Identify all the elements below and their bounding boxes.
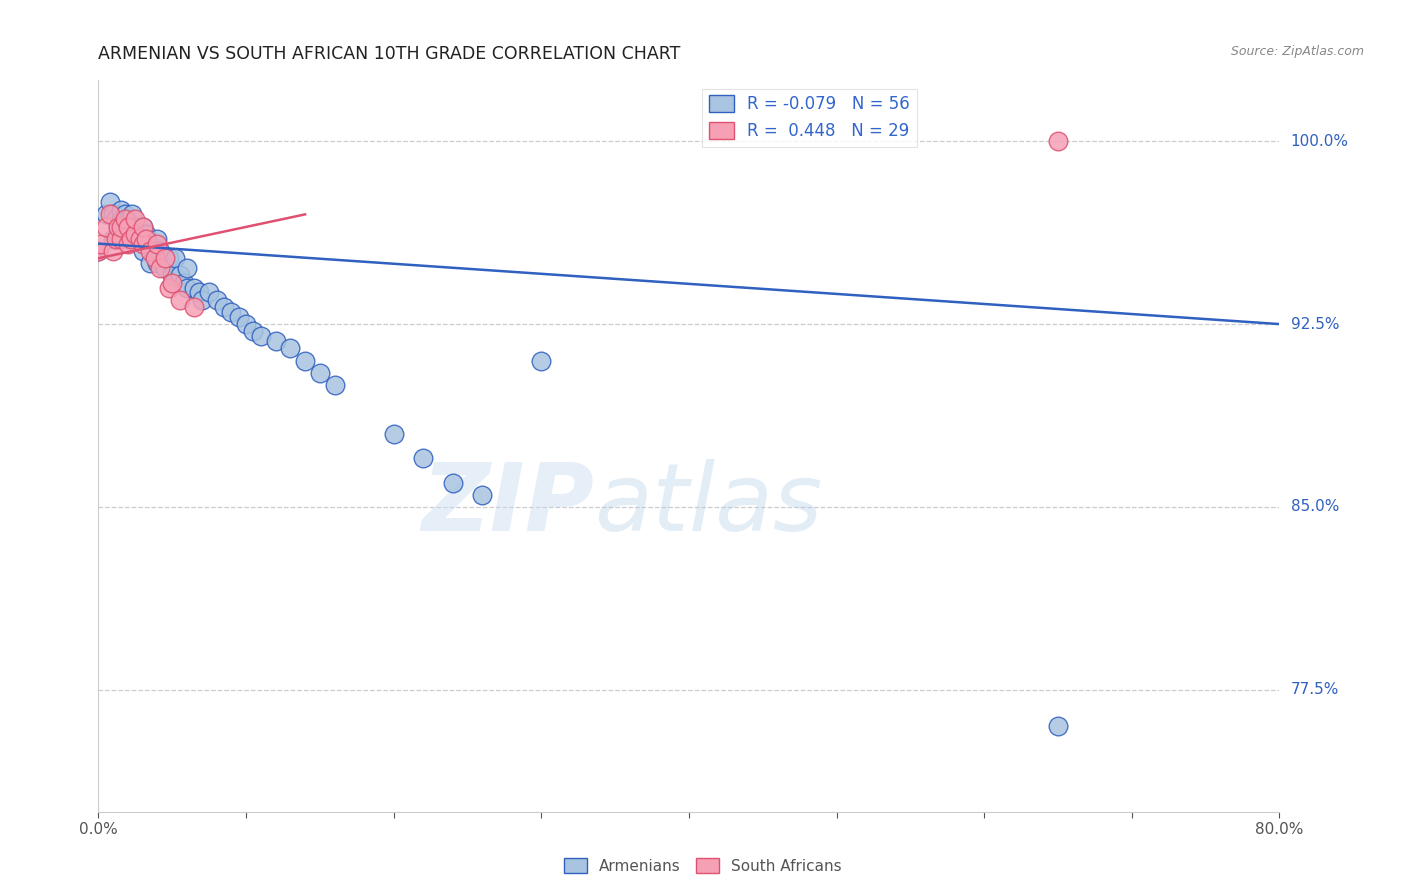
Point xyxy=(294,353,316,368)
Legend: Armenians, South Africans: Armenians, South Africans xyxy=(558,852,848,880)
Point xyxy=(169,268,191,283)
Point xyxy=(143,252,166,266)
Point xyxy=(441,475,464,490)
Point xyxy=(124,219,146,234)
Point xyxy=(114,212,136,227)
Point xyxy=(471,488,494,502)
Text: 77.5%: 77.5% xyxy=(1291,682,1339,698)
Point xyxy=(110,212,132,227)
Point xyxy=(132,219,155,234)
Point xyxy=(176,260,198,275)
Point xyxy=(198,285,221,300)
Point xyxy=(117,219,139,234)
Point xyxy=(124,232,146,246)
Point xyxy=(132,219,155,234)
Point xyxy=(87,244,110,258)
Point xyxy=(235,317,257,331)
Point xyxy=(278,342,302,356)
Text: ZIP: ZIP xyxy=(422,458,595,550)
Point xyxy=(94,207,117,221)
Text: 100.0%: 100.0% xyxy=(1291,134,1348,149)
Point xyxy=(153,260,176,275)
Point xyxy=(173,276,195,290)
Point xyxy=(1046,134,1069,148)
Point xyxy=(132,244,155,258)
Point xyxy=(250,329,273,343)
Point xyxy=(94,219,117,234)
Point xyxy=(309,366,332,380)
Point xyxy=(139,244,162,258)
Text: 85.0%: 85.0% xyxy=(1291,500,1339,515)
Text: 92.5%: 92.5% xyxy=(1291,317,1339,332)
Point xyxy=(219,305,242,319)
Point xyxy=(107,219,129,234)
Point xyxy=(120,219,142,234)
Point xyxy=(114,207,136,221)
Point xyxy=(146,236,169,251)
Point xyxy=(169,293,191,307)
Point xyxy=(132,236,155,251)
Point xyxy=(105,212,128,227)
Point xyxy=(153,252,176,266)
Point xyxy=(105,232,128,246)
Point xyxy=(103,207,125,221)
Point xyxy=(135,227,157,241)
Point xyxy=(183,280,205,294)
Point xyxy=(143,244,166,258)
Point xyxy=(117,212,139,227)
Point xyxy=(117,236,139,251)
Point xyxy=(157,252,180,266)
Point xyxy=(183,300,205,314)
Point xyxy=(146,256,169,270)
Point xyxy=(412,451,434,466)
Point xyxy=(128,232,150,246)
Point xyxy=(162,268,183,283)
Point xyxy=(146,232,169,246)
Point xyxy=(530,353,553,368)
Point xyxy=(87,244,110,258)
Point xyxy=(191,293,214,307)
Text: Source: ZipAtlas.com: Source: ZipAtlas.com xyxy=(1230,45,1364,58)
Point xyxy=(121,207,143,221)
Point xyxy=(124,227,146,241)
Point xyxy=(135,232,157,246)
Point xyxy=(98,195,121,210)
Point xyxy=(107,219,129,234)
Point xyxy=(117,232,139,246)
Point xyxy=(149,260,172,275)
Text: atlas: atlas xyxy=(595,459,823,550)
Point xyxy=(110,219,132,234)
Point xyxy=(157,280,180,294)
Point xyxy=(205,293,228,307)
Point xyxy=(110,232,132,246)
Point xyxy=(139,236,162,251)
Point xyxy=(98,207,121,221)
Point xyxy=(323,378,346,392)
Point xyxy=(228,310,250,324)
Point xyxy=(90,236,112,251)
Point xyxy=(176,280,198,294)
Point xyxy=(103,244,125,258)
Point xyxy=(124,212,146,227)
Point xyxy=(139,256,162,270)
Point xyxy=(103,232,125,246)
Point xyxy=(149,244,172,258)
Point xyxy=(128,232,150,246)
Point xyxy=(242,325,264,339)
Legend: R = -0.079   N = 56, R =  0.448   N = 29: R = -0.079 N = 56, R = 0.448 N = 29 xyxy=(703,88,917,146)
Point xyxy=(264,334,287,348)
Text: ARMENIAN VS SOUTH AFRICAN 10TH GRADE CORRELATION CHART: ARMENIAN VS SOUTH AFRICAN 10TH GRADE COR… xyxy=(98,45,681,62)
Point xyxy=(1046,719,1069,733)
Point xyxy=(212,300,235,314)
Point xyxy=(162,276,183,290)
Point xyxy=(110,202,132,217)
Point xyxy=(187,285,209,300)
Point xyxy=(120,232,142,246)
Point xyxy=(382,426,405,441)
Point xyxy=(165,252,187,266)
